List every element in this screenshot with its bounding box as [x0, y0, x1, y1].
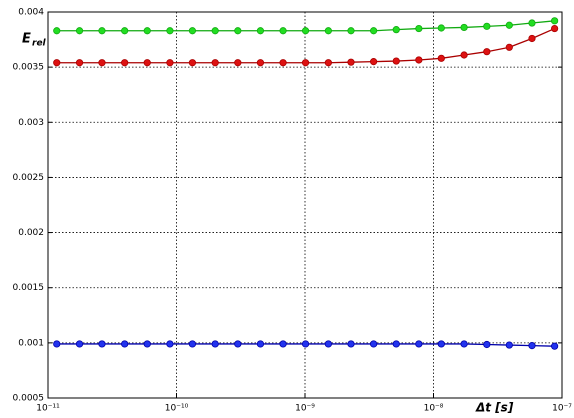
y-tick-label: 0.0015 — [13, 283, 45, 293]
point — [437, 340, 445, 348]
point — [188, 340, 197, 348]
point — [98, 340, 106, 348]
y-tick-label: 0.0025 — [13, 173, 45, 183]
point — [370, 58, 378, 66]
point — [437, 54, 445, 62]
point — [256, 340, 265, 348]
point — [121, 59, 129, 67]
point — [347, 27, 355, 35]
point — [551, 17, 559, 25]
y-axis-label-sub: rel — [32, 39, 47, 49]
x-tick-label: 10⁻⁷ — [552, 404, 572, 414]
y-tick-label: 0.004 — [18, 8, 44, 18]
y-tick-label: 0.001 — [18, 338, 44, 348]
x-tick-label: 10⁻¹¹ — [36, 404, 60, 414]
point — [75, 59, 84, 67]
point — [347, 58, 355, 66]
point — [279, 59, 287, 67]
point — [392, 57, 400, 65]
y-tick-label: 0.002 — [18, 228, 44, 238]
x-axis-label: Δt [s] — [475, 401, 514, 415]
x-tick-label: 10⁻¹⁰ — [165, 404, 189, 414]
point — [505, 43, 513, 51]
point — [98, 27, 106, 35]
point — [415, 56, 423, 64]
point — [528, 34, 536, 43]
x-tick-label: 10⁻⁸ — [424, 404, 444, 414]
point — [166, 59, 174, 67]
point — [505, 341, 513, 349]
point — [437, 24, 445, 32]
point — [256, 59, 265, 67]
point — [301, 27, 310, 35]
point — [324, 340, 332, 348]
point — [528, 19, 536, 27]
point — [415, 340, 423, 348]
point — [551, 342, 559, 350]
point — [143, 27, 151, 35]
point — [75, 27, 84, 35]
point — [166, 27, 174, 35]
y-tick-label: 0.0005 — [13, 394, 45, 404]
point — [234, 27, 242, 35]
point — [460, 340, 468, 348]
point — [324, 59, 332, 67]
point — [143, 340, 151, 348]
point — [528, 342, 536, 350]
point — [234, 340, 242, 348]
point — [324, 27, 332, 35]
point — [234, 59, 242, 67]
point — [392, 26, 400, 34]
point — [121, 27, 129, 35]
y-tick-label: 0.0035 — [13, 63, 45, 73]
y-tick-label: 0.003 — [18, 118, 44, 128]
point — [415, 24, 423, 33]
point — [301, 340, 310, 348]
point — [143, 59, 151, 67]
point — [460, 23, 468, 32]
point — [53, 340, 61, 348]
point — [211, 340, 219, 348]
point — [483, 340, 491, 349]
y-axis-label: E — [22, 32, 31, 47]
point — [188, 27, 197, 35]
point — [370, 27, 378, 35]
point — [392, 340, 400, 348]
point — [347, 340, 355, 348]
x-tick-label: 10⁻⁹ — [295, 404, 315, 414]
point — [370, 340, 378, 348]
point — [166, 340, 174, 348]
point — [279, 27, 287, 35]
point — [211, 59, 219, 67]
point — [279, 340, 287, 348]
point — [460, 51, 468, 59]
point — [211, 27, 219, 35]
point — [53, 27, 61, 35]
point — [121, 340, 129, 348]
point — [483, 48, 491, 56]
point — [483, 22, 491, 30]
point — [98, 59, 106, 67]
point — [505, 21, 513, 29]
point — [551, 24, 559, 33]
point — [301, 59, 310, 67]
point — [53, 59, 61, 67]
point — [75, 340, 84, 348]
point — [188, 59, 197, 67]
point — [256, 27, 265, 35]
